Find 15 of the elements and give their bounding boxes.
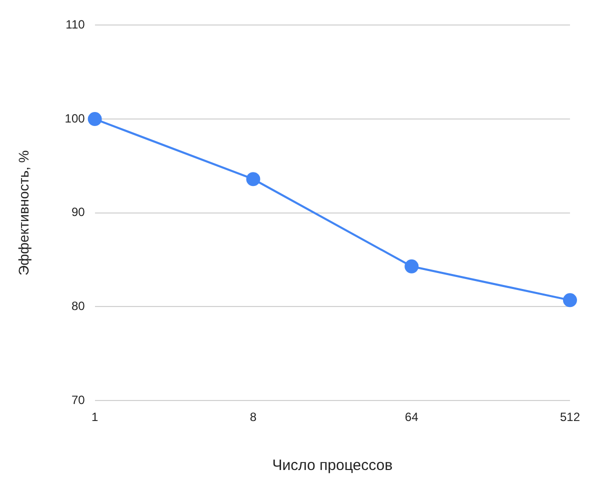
x-axis-title: Число процессов xyxy=(272,457,393,474)
x-tick-label: 8 xyxy=(250,410,257,424)
point xyxy=(246,172,260,186)
y-axis-title: Эффективность, % xyxy=(15,150,32,276)
y-tick-label: 110 xyxy=(66,18,86,32)
y-tick-label: 100 xyxy=(64,111,86,126)
point xyxy=(404,259,419,274)
y-tick-label: 80 xyxy=(71,299,86,314)
x-tick-label: 64 xyxy=(404,410,419,424)
y-tick-label: 90 xyxy=(71,205,86,220)
point xyxy=(88,112,102,126)
y-tick-label: 70 xyxy=(71,392,86,407)
point xyxy=(562,293,577,308)
x-tick-label: 512 xyxy=(560,410,580,424)
x-tick-label: 1 xyxy=(91,410,98,424)
